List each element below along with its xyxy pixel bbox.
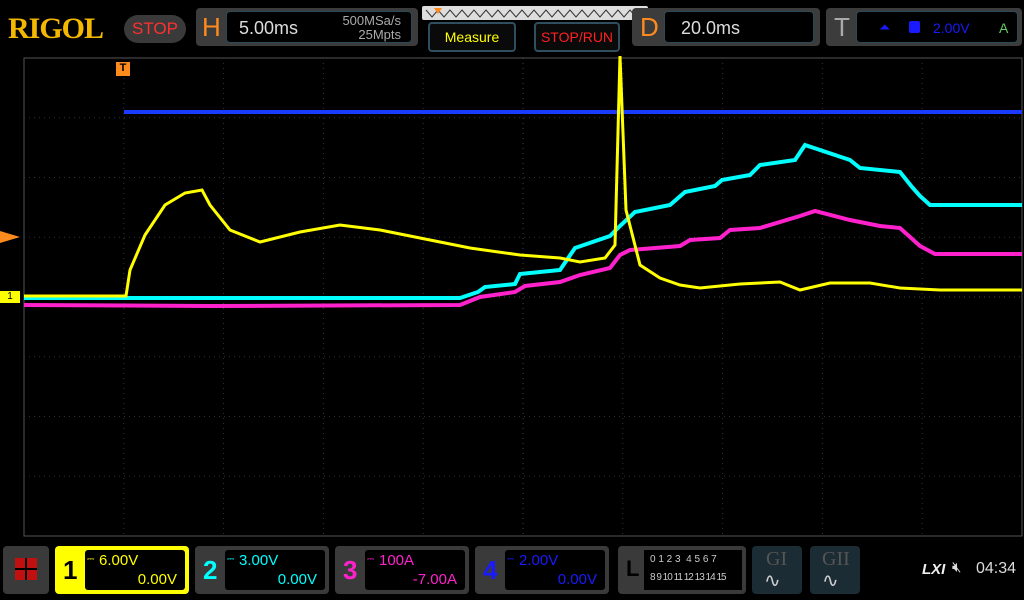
- delay-panel[interactable]: D 20.0ms: [632, 8, 820, 46]
- horizontal-label: H: [202, 12, 221, 42]
- trigger-label: T: [834, 12, 850, 42]
- dc-coupling-icon: ⎓: [507, 554, 515, 564]
- trigger-level: 2.00V: [933, 20, 970, 36]
- channel-number: 1: [63, 555, 78, 585]
- grid-menu-icon: [15, 558, 37, 580]
- channel-1-trace: [24, 56, 1022, 298]
- logic-panel[interactable]: L 0 1 2 3 4 5 6 7 8 9 10 11 12 13 14 15: [618, 546, 746, 594]
- sine-wave-icon: ∿: [822, 570, 839, 592]
- clock-time: 04:34: [976, 560, 1017, 577]
- waveform-display[interactable]: [0, 56, 1024, 538]
- channel-2-panel[interactable]: 2 ⎓ 3.00V 0.00V: [195, 546, 329, 594]
- channel-offset: -7.00A: [412, 571, 457, 588]
- measure-button[interactable]: Measure: [428, 22, 516, 52]
- generator-1-button[interactable]: GI ∿: [752, 546, 802, 594]
- trigger-level-marker[interactable]: [0, 231, 20, 243]
- trigger-mode: A: [999, 20, 1009, 36]
- channel-4-panel[interactable]: 4 ⎓ 2.00V 0.00V: [475, 546, 609, 594]
- logic-label: L: [626, 556, 640, 581]
- rising-edge-icon: ⏶: [879, 19, 891, 35]
- menu-button[interactable]: [3, 546, 49, 594]
- generator-2-button[interactable]: GII ∿: [810, 546, 860, 594]
- channel-1-panel[interactable]: 1 ⎓ 6.00V 0.00V: [55, 546, 189, 594]
- trigger-position-marker[interactable]: T: [116, 62, 130, 76]
- trigger-panel[interactable]: T ⏶ 2.00V A: [826, 8, 1022, 46]
- channel-4-source-icon: [909, 21, 920, 33]
- lxi-logo: LXI: [922, 561, 946, 578]
- sine-wave-icon: ∿: [764, 570, 781, 592]
- timebase-value: 5.00ms: [239, 18, 299, 38]
- memory-depth: 25Mpts: [358, 27, 401, 42]
- channel-3-trace: [23, 208, 1022, 309]
- speaker-muted-icon[interactable]: 🔇︎: [952, 559, 962, 576]
- trigger-position-marker: [434, 8, 442, 14]
- rigol-logo: RIGOL: [8, 12, 104, 45]
- channel-scale: 6.00V: [99, 552, 139, 569]
- sample-rate: 500MSa/s: [342, 13, 401, 28]
- stop-run-button[interactable]: STOP/RUN: [534, 22, 620, 52]
- channel-scale: 3.00V: [239, 552, 279, 569]
- dc-coupling-icon: ⎓: [367, 554, 375, 564]
- horizontal-panel[interactable]: H 5.00ms 500MSa/s 25Mpts: [196, 8, 418, 46]
- run-state-badge[interactable]: STOP: [124, 15, 186, 43]
- channel-scale: 100A: [379, 552, 415, 569]
- generator-1-label: GI: [766, 548, 788, 570]
- dc-coupling-icon: ⎓: [87, 554, 95, 564]
- channel-number: 2: [203, 555, 218, 585]
- logic-row-2: 8 9 10 11 12 13 14 15: [650, 572, 727, 583]
- channel-offset: 0.00V: [137, 571, 177, 588]
- channel-offset: 0.00V: [557, 571, 597, 588]
- waveform-position-bar[interactable]: [422, 6, 648, 20]
- channel-2-trace: [24, 142, 1022, 300]
- channel-scale: 2.00V: [519, 552, 559, 569]
- channel-3-panel[interactable]: 3 ⎓ 100A -7.00A: [335, 546, 469, 594]
- channel-number: 3: [343, 555, 358, 585]
- delay-value: 20.0ms: [681, 18, 741, 38]
- delay-label: D: [640, 12, 659, 42]
- channel-offset: 0.00V: [277, 571, 317, 588]
- dc-coupling-icon: ⎓: [227, 554, 235, 564]
- generator-2-label: GII: [822, 548, 850, 570]
- channel-number: 4: [483, 555, 498, 585]
- channel-1-offset-marker[interactable]: 1: [0, 291, 20, 303]
- logic-row-1: 0 1 2 3 4 5 6 7: [650, 554, 717, 565]
